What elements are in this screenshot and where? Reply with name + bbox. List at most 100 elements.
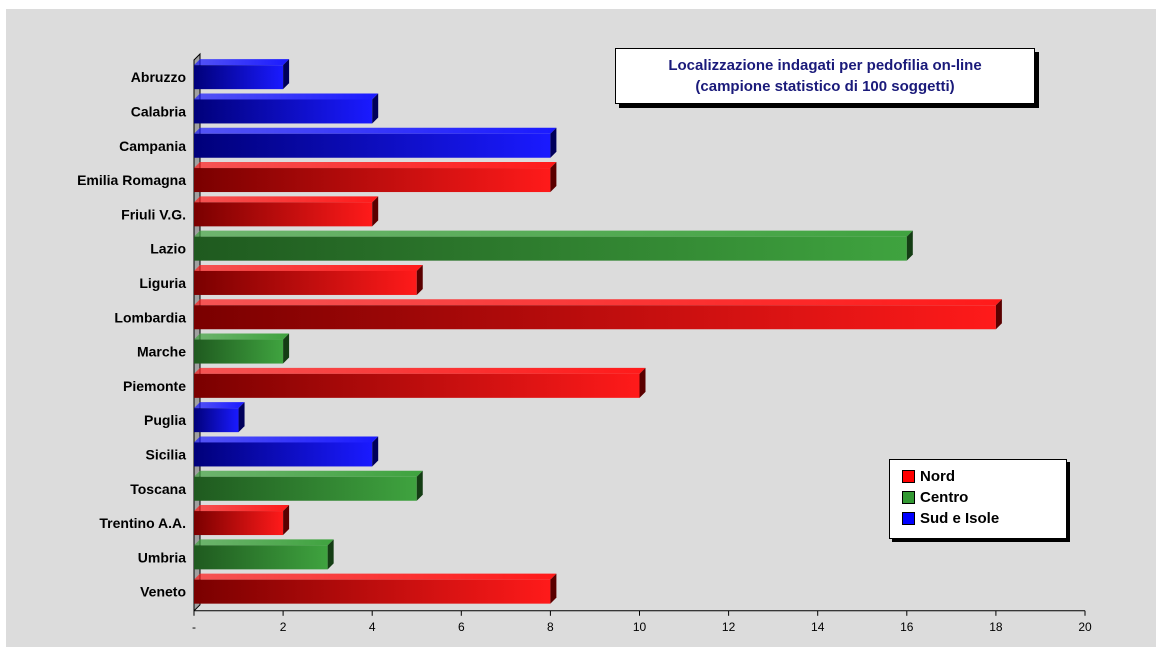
bar-chart: - 2 4 6 8 10 12 14 16 18 20 Abruzzo Calabria Campani… <box>77 52 1092 634</box>
bar-trentino-a-a <box>194 505 290 536</box>
bar-top-face <box>194 470 423 477</box>
bar-top-face <box>194 505 290 512</box>
chart-subtitle: (campione statistico di 100 soggetti) <box>695 78 955 95</box>
legend: Nord Centro Sud e Isole <box>889 459 1067 539</box>
category-label-marche: Marche <box>137 344 186 360</box>
legend-label-centro: Centro <box>920 489 969 506</box>
bar-abruzzo <box>194 59 290 90</box>
bar-top-face <box>194 264 423 271</box>
bar-marche <box>194 333 290 364</box>
category-label-piemonte: Piemonte <box>123 378 186 394</box>
category-label-abruzzo: Abruzzo <box>131 69 186 85</box>
bar-top-face <box>194 162 557 169</box>
bar-front-face <box>194 339 284 364</box>
bar-liguria <box>194 264 423 295</box>
bar-end-face <box>995 299 1002 330</box>
axis-layer: - 2 4 6 8 10 12 14 16 18 20 <box>192 52 1092 634</box>
category-label-calabria: Calabria <box>131 103 186 119</box>
legend-item-nord: Nord <box>902 466 1066 487</box>
bar-lazio <box>194 230 913 261</box>
bar-end-face <box>639 367 646 398</box>
bar-end-face <box>283 505 290 536</box>
bar-top-face <box>194 299 1002 306</box>
bar-end-face <box>327 539 334 570</box>
bar-front-face <box>194 202 373 227</box>
bar-end-face <box>372 93 379 124</box>
bar-campania <box>194 127 557 158</box>
x-tick-label: 18 <box>989 620 1003 634</box>
legend-label-nord: Nord <box>920 468 955 485</box>
bar-front-face <box>194 99 373 124</box>
bar-top-face <box>194 196 379 203</box>
legend-swatch-nord <box>902 470 915 483</box>
bar-front-face <box>194 236 907 261</box>
legend-item-sud-e-isole: Sud e Isole <box>902 508 1066 529</box>
bar-front-face <box>194 476 417 501</box>
category-label-emilia-romagna: Emilia Romagna <box>77 172 186 188</box>
category-label-sicilia: Sicilia <box>146 446 187 462</box>
legend-swatch-sud-e-isole <box>902 512 915 525</box>
x-tick-label: 10 <box>633 620 647 634</box>
bar-top-face <box>194 230 913 237</box>
category-label-liguria: Liguria <box>139 275 186 291</box>
bar-layer <box>194 59 1002 604</box>
bar-front-face <box>194 408 239 433</box>
bar-front-face <box>194 442 373 467</box>
x-tick-label: 16 <box>900 620 914 634</box>
category-label-toscana: Toscana <box>130 481 186 497</box>
legend-swatch-centro <box>902 491 915 504</box>
bar-end-face <box>283 333 290 364</box>
bar-veneto <box>194 573 557 604</box>
x-tick-label: 6 <box>458 620 465 634</box>
bar-end-face <box>283 59 290 90</box>
bar-top-face <box>194 367 646 374</box>
bar-front-face <box>194 270 417 295</box>
category-label-lazio: Lazio <box>150 241 186 257</box>
bar-friuli-v-g <box>194 196 379 227</box>
bar-end-face <box>238 402 245 433</box>
x-tick-label: 4 <box>369 620 376 634</box>
bar-lombardia <box>194 299 1002 330</box>
category-label-campania: Campania <box>119 138 186 154</box>
bar-top-face <box>194 402 245 409</box>
category-label-trentino-a-a: Trentino A.A. <box>99 515 186 531</box>
x-tick-label: 12 <box>722 620 736 634</box>
chart-frame: - 2 4 6 8 10 12 14 16 18 20 Abruzzo Calabria Campani… <box>6 9 1156 647</box>
bar-top-face <box>194 573 557 580</box>
bar-top-face <box>194 93 379 100</box>
category-label-lombardia: Lombardia <box>114 309 186 325</box>
category-label-umbria: Umbria <box>138 549 186 565</box>
bar-top-face <box>194 436 379 443</box>
bar-end-face <box>372 196 379 227</box>
bar-umbria <box>194 539 334 570</box>
bar-front-face <box>194 305 996 330</box>
bar-top-face <box>194 539 334 546</box>
bar-end-face <box>550 127 557 158</box>
chart-title-box: Localizzazione indagati per pedofilia on… <box>615 48 1035 104</box>
bar-front-face <box>194 579 551 604</box>
bar-front-face <box>194 545 328 570</box>
bar-puglia <box>194 402 245 433</box>
label-layer: Abruzzo Calabria Campania Emilia Romagna Fri… <box>77 69 186 600</box>
category-label-friuli-v-g: Friuli V.G. <box>121 206 186 222</box>
category-label-puglia: Puglia <box>144 412 186 428</box>
legend-item-centro: Centro <box>902 487 1066 508</box>
bar-front-face <box>194 373 640 398</box>
bar-top-face <box>194 333 290 340</box>
bar-end-face <box>372 436 379 467</box>
legend-label-sud-e-isole: Sud e Isole <box>920 510 1000 527</box>
bar-top-face <box>194 59 290 66</box>
bar-end-face <box>416 470 423 501</box>
category-label-veneto: Veneto <box>140 584 186 600</box>
bar-front-face <box>194 168 551 193</box>
bar-toscana <box>194 470 423 501</box>
bar-piemonte <box>194 367 646 398</box>
chart-title: Localizzazione indagati per pedofilia on… <box>668 57 982 74</box>
bar-end-face <box>550 573 557 604</box>
bar-front-face <box>194 511 284 536</box>
bar-calabria <box>194 93 379 124</box>
x-tick-label: - <box>192 620 196 634</box>
bar-front-face <box>194 65 284 90</box>
bar-end-face <box>906 230 913 261</box>
bar-end-face <box>550 162 557 193</box>
